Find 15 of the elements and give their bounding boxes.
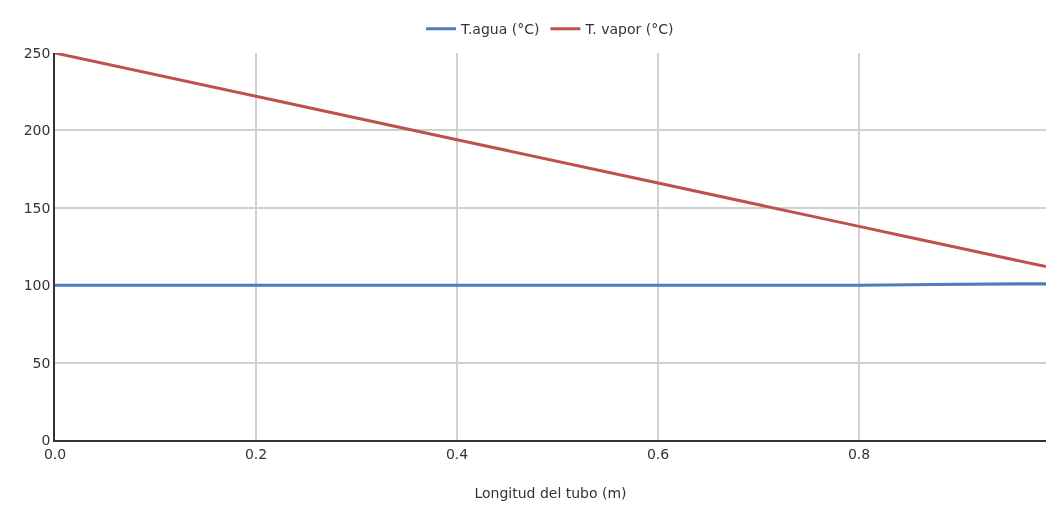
legend-label: T.agua (°C) bbox=[460, 21, 540, 38]
x-tick-label: 0.6 bbox=[646, 445, 670, 462]
legend-label: T. vapor (°C) bbox=[584, 21, 674, 38]
x-tick-label: 0.0 bbox=[43, 445, 67, 462]
y-tick-label: 150 bbox=[23, 199, 51, 216]
y-tick-label: 200 bbox=[23, 122, 51, 139]
x-tick-label: 0.8 bbox=[847, 445, 871, 462]
line-series bbox=[55, 53, 1046, 269]
y-tick-label: 50 bbox=[32, 354, 51, 371]
y-tick-label: 250 bbox=[23, 44, 51, 61]
x-tick-label: 0.2 bbox=[244, 445, 268, 462]
y-tick-label: 0 bbox=[41, 431, 51, 448]
x-tick-label: 0.4 bbox=[445, 445, 469, 462]
x-axis-title: Longitud del tubo (m) bbox=[474, 485, 627, 502]
y-tick-label: 100 bbox=[23, 277, 51, 294]
